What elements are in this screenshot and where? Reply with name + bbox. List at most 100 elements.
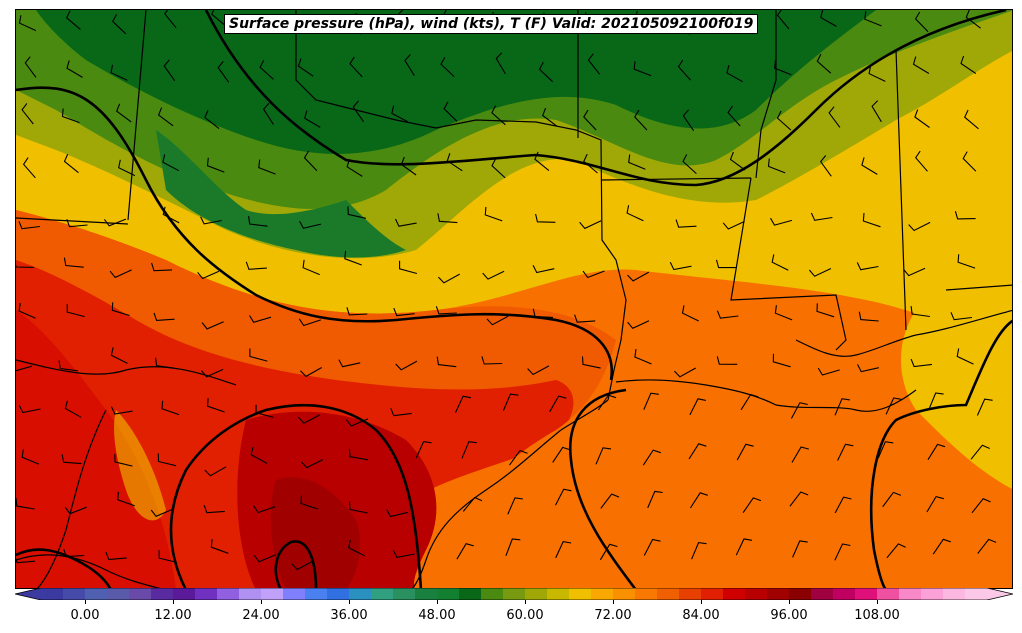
colorbar-tick-label: 0.00 xyxy=(70,608,100,623)
wind-barb xyxy=(642,449,661,466)
wind-barb xyxy=(627,271,650,282)
isobar-east xyxy=(869,319,1012,588)
wind-barb xyxy=(158,550,177,563)
colorbar-tickmark xyxy=(349,600,350,604)
wind-barb xyxy=(304,110,321,128)
wind-barb xyxy=(399,260,418,275)
wind-barb xyxy=(204,466,227,477)
wind-barb xyxy=(111,302,130,317)
wind-barb xyxy=(634,349,652,365)
wind-barb xyxy=(903,267,926,277)
wind-barb xyxy=(348,539,365,557)
map-title: Surface pressure (hPa), wind (kts), T (F… xyxy=(224,14,759,34)
wind-barb xyxy=(157,453,177,467)
wind-barb xyxy=(298,318,321,327)
colorbar-segment xyxy=(547,588,570,600)
wind-barb xyxy=(18,303,36,319)
wind-barb xyxy=(864,11,882,27)
wind-barb xyxy=(66,60,83,78)
wind-barb xyxy=(914,11,929,33)
wind-barb xyxy=(245,261,267,270)
colorbar-segment xyxy=(85,588,108,600)
wind-barb xyxy=(16,558,36,564)
temperature-fill-darkred xyxy=(270,477,361,588)
wind-barb xyxy=(150,508,173,517)
wind-barb xyxy=(583,109,597,131)
wind-barb xyxy=(207,398,225,413)
wind-barb xyxy=(600,493,620,509)
wind-barb xyxy=(393,307,415,317)
colorbar-tickmark xyxy=(261,600,262,604)
wind-barb xyxy=(716,310,739,319)
wind-barb xyxy=(555,488,572,506)
wind-barb xyxy=(857,364,879,373)
wind-barb xyxy=(495,52,506,75)
wind-barb xyxy=(390,408,412,417)
wind-barb xyxy=(770,217,793,226)
wind-barb xyxy=(456,543,474,560)
wind-barb xyxy=(535,213,556,223)
wind-barb xyxy=(344,250,362,266)
wind-barb xyxy=(726,65,743,83)
wind-barb xyxy=(552,446,571,463)
wind-barb xyxy=(297,58,314,77)
wind-barb xyxy=(446,153,463,172)
wind-barb xyxy=(647,490,663,509)
colorbar-tickmark xyxy=(613,600,614,604)
isobar-west-low xyxy=(169,403,423,588)
wind-barb xyxy=(63,548,85,558)
colorbar-segment xyxy=(833,588,856,600)
wind-barb xyxy=(555,540,572,559)
colorbar-segment xyxy=(371,588,394,600)
wind-barb xyxy=(61,108,80,124)
wind-barb xyxy=(66,304,85,318)
colorbar-segment xyxy=(877,588,900,600)
wind-barb xyxy=(58,360,79,372)
wind-barb xyxy=(491,158,506,179)
wind-barb xyxy=(767,158,786,174)
wind-barb xyxy=(210,539,229,554)
wind-barb xyxy=(262,102,274,125)
wind-barb xyxy=(957,254,976,269)
wind-barb xyxy=(722,220,745,230)
wind-barb xyxy=(155,357,175,369)
wind-barb xyxy=(736,443,754,461)
wind-barb xyxy=(774,305,793,321)
wind-barb xyxy=(856,262,879,271)
wind-barb xyxy=(16,365,33,372)
colorbar-tick-label: 72.00 xyxy=(594,608,632,623)
wind-barb xyxy=(542,107,558,127)
wind-barb xyxy=(249,348,268,362)
wind-barb xyxy=(626,205,644,222)
wind-barb xyxy=(682,154,697,175)
colorbar-segment xyxy=(855,588,878,600)
temperature-fill-gulf-east xyxy=(416,340,1012,588)
colorbar-segment xyxy=(129,588,152,600)
wind-barb xyxy=(808,268,832,277)
temperature-map xyxy=(16,10,1012,588)
wind-barb xyxy=(792,540,808,558)
isobar-north-west xyxy=(16,86,614,381)
wind-barb xyxy=(164,10,177,29)
wind-barb xyxy=(837,443,854,461)
wind-barb xyxy=(810,212,833,221)
colorbar-tick-label: 24.00 xyxy=(242,608,280,623)
wind-barb xyxy=(538,62,553,83)
wind-barb xyxy=(438,273,460,284)
wind-barb xyxy=(834,543,851,561)
colorbar-segment xyxy=(63,588,86,600)
coastline xyxy=(16,309,1012,588)
wind-barb xyxy=(66,10,81,30)
wind-barb xyxy=(583,153,598,174)
colorbar-segment xyxy=(525,588,548,600)
wind-barb xyxy=(64,506,87,515)
wind-barb xyxy=(771,254,789,271)
wind-barb xyxy=(532,265,555,274)
wind-barb xyxy=(729,151,746,171)
wind-barb xyxy=(347,206,367,219)
wind-barb xyxy=(161,400,180,416)
wind-barb xyxy=(253,554,276,563)
wind-barb xyxy=(151,262,173,272)
wind-barb xyxy=(298,414,321,424)
wind-barb xyxy=(443,101,458,122)
